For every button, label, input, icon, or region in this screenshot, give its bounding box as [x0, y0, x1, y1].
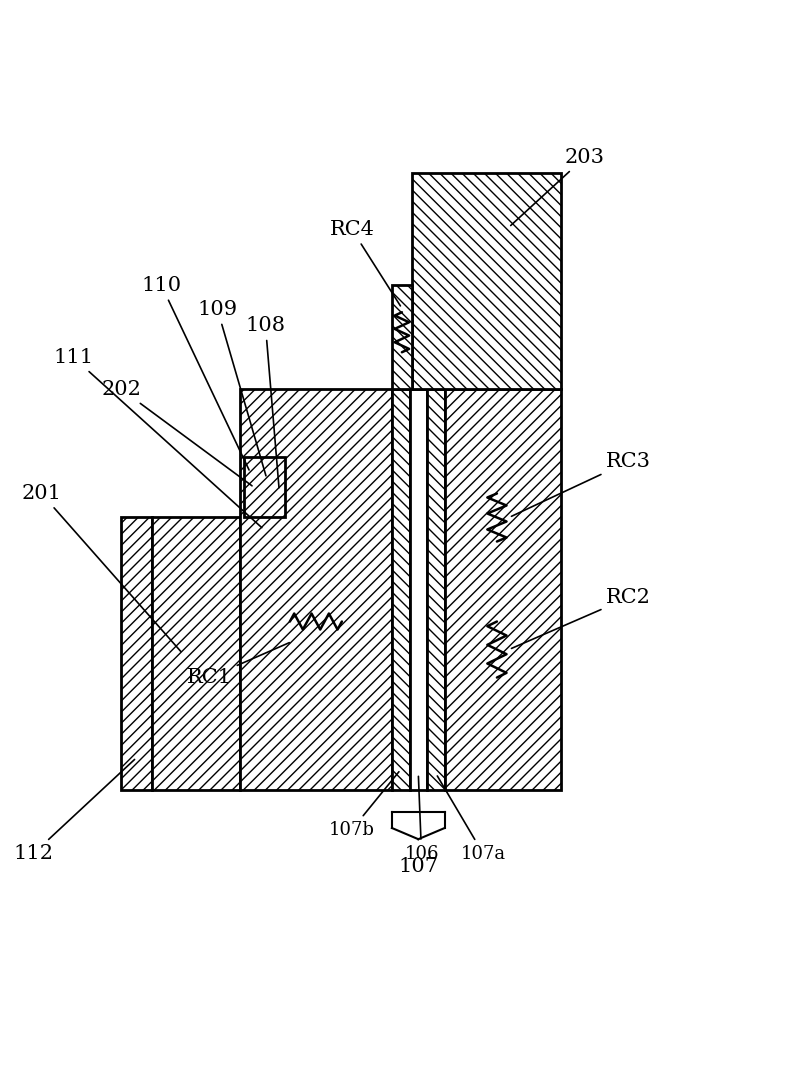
Text: 107a: 107a [437, 776, 505, 862]
Bar [391, 389, 409, 790]
Text: 106: 106 [403, 777, 438, 862]
Text: RC4: RC4 [329, 220, 400, 306]
Text: 110: 110 [141, 276, 249, 469]
Bar [121, 517, 152, 790]
Bar [444, 389, 560, 790]
Text: RC3: RC3 [511, 452, 650, 516]
Bar [409, 389, 427, 790]
Text: RC2: RC2 [511, 588, 650, 649]
Bar [152, 517, 240, 790]
Bar [244, 458, 286, 517]
Text: 111: 111 [53, 348, 261, 528]
Text: 203: 203 [510, 148, 604, 225]
Bar [411, 174, 560, 389]
Bar [427, 389, 444, 790]
Text: 109: 109 [197, 300, 265, 476]
Bar [391, 286, 411, 389]
Text: 201: 201 [22, 484, 180, 652]
Text: 107b: 107b [329, 771, 399, 839]
Text: 107: 107 [398, 857, 438, 876]
Bar [240, 389, 391, 790]
Text: RC1: RC1 [187, 642, 289, 687]
Text: 112: 112 [14, 760, 135, 863]
Text: 108: 108 [245, 316, 285, 488]
Text: 202: 202 [101, 380, 252, 485]
